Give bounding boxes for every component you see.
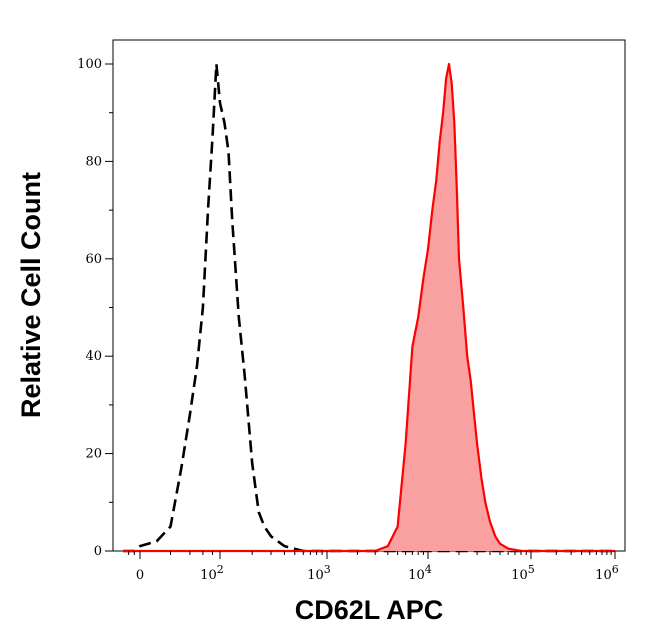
x-axis-title: CD62L APC <box>295 595 444 625</box>
plot-frame <box>112 39 626 552</box>
y-tick-label: 80 <box>85 154 102 169</box>
y-tick-label: 60 <box>85 252 102 267</box>
y-tick-label: 100 <box>77 57 102 72</box>
x-tick-label: 106 <box>595 563 619 583</box>
plot-area <box>112 39 626 553</box>
x-tick-label: 103 <box>307 563 331 583</box>
y-tick-label: 40 <box>85 349 102 364</box>
y-tick-label: 20 <box>85 447 102 462</box>
x-tick-label: 105 <box>511 563 535 583</box>
y-axis-ticks: 0 20 40 60 80 100 <box>77 57 113 559</box>
x-axis-ticks: 0 102 103 104 105 106 <box>128 551 619 583</box>
series-fill-1 <box>123 64 615 551</box>
x-tick-label: 0 <box>136 568 144 583</box>
x-tick-label: 102 <box>200 563 224 583</box>
y-tick-label: 0 <box>94 544 102 559</box>
series-line-0 <box>123 62 615 553</box>
series-line-1 <box>123 62 615 553</box>
x-tick-label: 104 <box>408 563 432 583</box>
y-axis-title: Relative Cell Count <box>16 172 46 418</box>
